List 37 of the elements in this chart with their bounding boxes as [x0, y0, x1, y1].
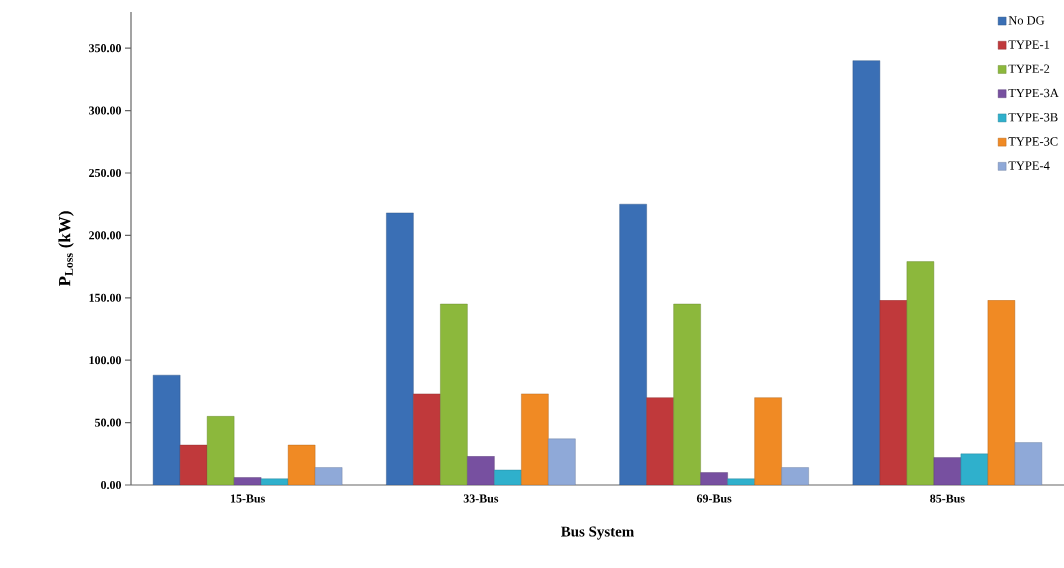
bar [673, 303, 701, 485]
legend-label: TYPE-3C [1008, 137, 1058, 146]
legend-label: TYPE-1 [1008, 40, 1050, 49]
bar [879, 300, 908, 485]
bar [987, 300, 1016, 485]
bar [152, 374, 181, 485]
bar [754, 397, 782, 485]
legend-label: TYPE-3A [1008, 88, 1059, 98]
bar [413, 393, 441, 485]
x-axis-title: Bus System [561, 526, 634, 540]
bar [440, 303, 468, 485]
y-tick-label: 350.00 [89, 44, 122, 53]
bar [548, 438, 576, 485]
bar [386, 212, 414, 485]
bar [521, 393, 549, 485]
x-tick-label: 69-Bus [696, 494, 732, 503]
x-tick-label: 85-Bus [930, 494, 965, 503]
bar [619, 203, 647, 485]
legend-label: No DG [1008, 16, 1045, 25]
legend-label: TYPE-3B [1008, 113, 1058, 122]
y-tick-label: 300.00 [89, 106, 122, 115]
legend-label: TYPE-2 [1008, 64, 1050, 73]
bar [467, 456, 495, 485]
y-tick-label: 250.00 [89, 168, 122, 178]
bar [906, 261, 935, 485]
x-tick-label: 33-Bus [463, 494, 499, 503]
y-tick-label: 50.00 [95, 418, 122, 427]
bar [852, 60, 881, 485]
y-tick-label: 100.00 [89, 356, 122, 365]
bar [206, 416, 235, 485]
x-tick-label: 15-Bus [230, 494, 265, 503]
y-tick-label: 150.00 [89, 293, 122, 302]
y-tick-label: 0.00 [101, 480, 122, 490]
legend-label: TYPE-4 [1008, 161, 1050, 170]
y-tick-label: 200.00 [89, 231, 122, 240]
bar [646, 397, 674, 485]
y-axis-title: P$_{Loss}$ (kW) [58, 211, 74, 287]
